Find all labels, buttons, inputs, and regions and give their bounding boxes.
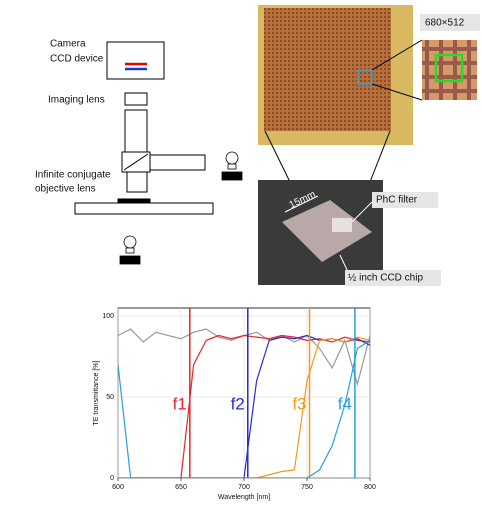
label-ccd: CCD device [50, 54, 104, 65]
optical-setup [75, 42, 242, 264]
stage [75, 203, 213, 214]
sample [118, 199, 150, 203]
filter-label: f1 [173, 395, 187, 414]
bulb [120, 236, 140, 264]
filter-label: f2 [231, 395, 245, 414]
filter-label: f3 [292, 395, 306, 414]
side-tube [150, 155, 205, 170]
spectrum-chart: 0 50 100 600 650 700 750 800 Wavelength [nm] TE t… [93, 308, 376, 501]
label-objective: objective lens [35, 184, 96, 195]
x-tick-label: 750 [301, 484, 313, 491]
phc-filter [332, 218, 352, 232]
bulb [222, 152, 242, 180]
chip-label: ½ inch CCD chip [348, 273, 423, 284]
x-axis-title: Wavelength [nm] [218, 494, 270, 501]
tube [125, 110, 147, 152]
y-tick-label: 0 [110, 475, 114, 482]
zoom-inset [422, 40, 477, 100]
y-tick-label: 100 [102, 313, 114, 320]
filter-label: PhC filter [376, 195, 418, 206]
x-tick-label: 600 [112, 484, 124, 491]
label-imaging-lens: Imaging lens [48, 95, 105, 106]
x-tick-label: 700 [238, 484, 250, 491]
photos [258, 5, 480, 286]
objective [127, 172, 147, 192]
x-tick-label: 650 [175, 484, 187, 491]
filter-label: f4 [338, 395, 352, 414]
figure: Camera CCD device Imaging lens Infinite … [0, 0, 482, 505]
imaging-lens [125, 93, 147, 105]
label-objective: Infinite conjugate [35, 170, 111, 181]
y-axis-title: TE transmittance [%] [93, 360, 100, 425]
camera-box [107, 42, 164, 79]
y-tick-label: 50 [106, 394, 114, 401]
label-camera: Camera [50, 39, 86, 50]
resolution-label: 680×512 [425, 18, 465, 29]
x-tick-label: 800 [364, 484, 376, 491]
